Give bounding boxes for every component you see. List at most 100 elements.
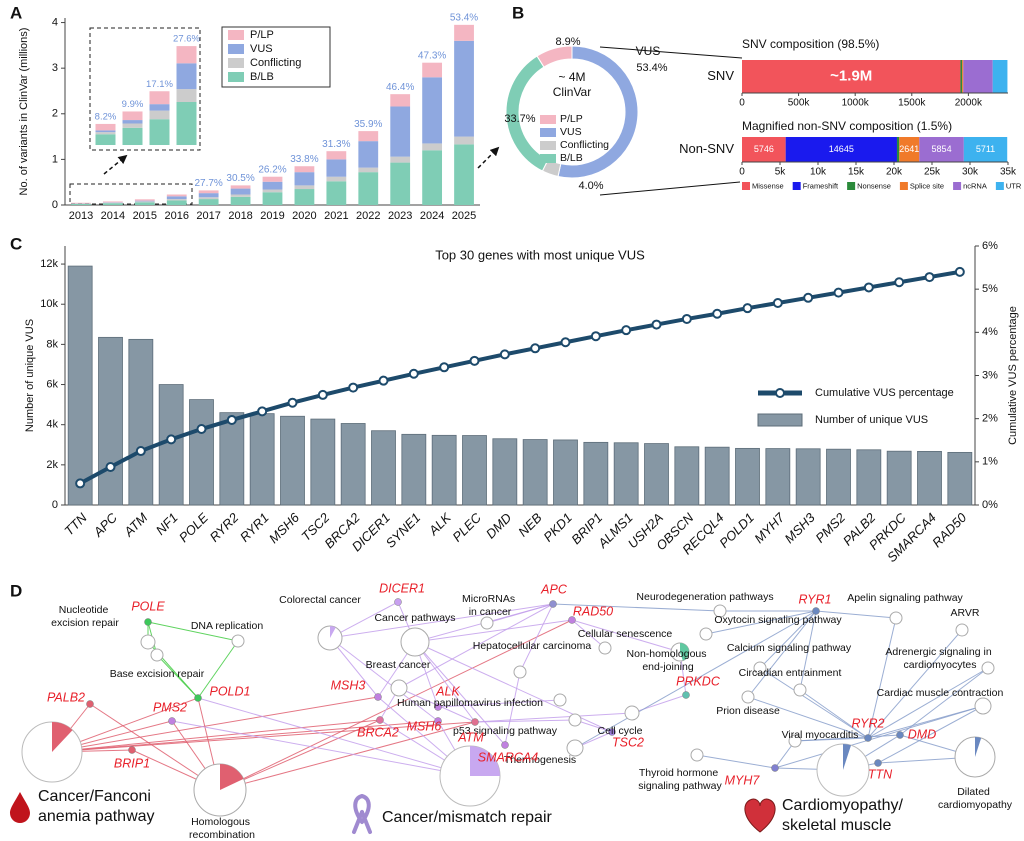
bar [401,433,427,506]
bar-label: 46.4% [386,82,414,93]
connector-line [599,46,743,59]
bar [431,434,457,506]
network-edge [799,610,817,691]
line-marker [954,266,965,277]
network-edge [519,603,554,673]
pathway-label: DNA replication [191,620,264,632]
bar-segment [294,185,315,190]
value-label: 14645 [829,144,854,154]
line-marker [590,331,601,342]
bar-segment [230,196,251,205]
bar-segment [899,137,920,162]
bar [492,438,518,506]
gene-node [896,731,904,739]
panel-label: D [10,581,22,600]
bar-segment [326,181,347,205]
x-tick-label: 2024 [420,210,444,222]
bar-segment [134,201,155,203]
bar-segment [326,151,347,160]
gene-label: ALK [435,684,460,698]
legend-swatch [540,154,556,163]
bar [674,446,700,506]
value-label: ~1.9M [830,67,872,84]
inset-bar-segment [176,63,197,90]
line-marker [712,308,723,319]
bar [795,448,821,506]
pathway-node [690,748,704,762]
bar-segment [919,137,964,162]
x-tick-label: 2000k [955,98,983,109]
y-tick-label: 6k [46,378,58,390]
bar [340,423,366,506]
line-marker [469,355,480,366]
x-tick-label: 20k [886,167,903,178]
bar [826,448,851,506]
bar-segment [390,162,411,205]
pathway-node [713,604,727,618]
line-marker [166,434,177,445]
pathway-label-line: Nucleotide [59,604,112,616]
donut-center-text: ~ 4M [558,70,585,84]
blood-drop-icon [10,792,30,823]
bar [371,430,396,506]
line-marker [681,313,692,324]
x-tick-label: 1000k [842,98,870,109]
gene-label: BRCA2 [357,725,399,739]
x-tick-label: 5k [775,167,787,178]
pathway-label: Cell cycle [598,725,643,737]
line-marker [317,389,328,400]
gene-node [194,694,202,702]
bar-segment [262,181,283,190]
bar-segment [166,200,187,205]
network-edge [474,719,576,723]
legend-label: Nonsense [857,181,891,190]
network-edge [437,699,561,708]
pathway-label: Adrenergic signaling in cardiomyocytes [885,646,994,671]
network-edge [631,694,687,714]
gene-node [376,716,384,724]
bar-segment [262,192,283,205]
bar [128,338,154,506]
group-label: Cancer/mismatch repair [382,809,553,826]
bar-segment [963,137,1008,162]
legend-swatch [228,58,244,68]
pathway-label: Non-homologous end-joining [627,648,710,673]
line-marker [257,406,268,417]
x-tick-label: MYH7 [751,509,788,546]
inset-bar-segment [176,46,197,64]
inset-bar-segment [149,119,170,145]
bar-label: 35.9% [354,119,382,130]
panel-label: A [10,3,22,22]
inset-bar-label: 9.9% [122,99,144,110]
bar-segment [785,137,897,162]
pathway-label: Circadian entrainment [739,667,842,679]
bar [613,442,639,506]
x-tick-label: POLE [176,510,211,545]
bar-segment [358,141,379,168]
y-tick-label: 3 [52,62,58,74]
bar-segment [294,166,315,173]
inset-bar-segment [122,120,143,124]
x-tick-label: 1500k [898,98,926,109]
x-tick-label: TTN [61,510,90,539]
bar [462,435,487,506]
gene-node [608,728,616,736]
pathway-node [955,623,969,637]
legend-label: Frameshift [803,181,839,190]
pathway-label: Thyroid hormone signaling pathway [638,767,722,792]
y-axis-label: No. of variants in ClinVar (millions) [18,28,30,196]
legend-label: B/LB [250,71,274,83]
pathway-node [513,665,527,679]
line-marker [135,446,146,457]
line-marker [742,303,753,314]
gene-label: PRKDC [676,674,721,688]
bar-segment [390,94,411,107]
network-edge [696,754,776,769]
line-marker [924,272,935,283]
network-edge [747,610,817,698]
gene-label: BRIP1 [114,756,150,770]
network-edge [504,671,521,746]
legend-label: Number of unique VUS [815,414,928,426]
bar-segment [166,196,187,200]
pathway-label-line: in cancer [469,606,512,618]
